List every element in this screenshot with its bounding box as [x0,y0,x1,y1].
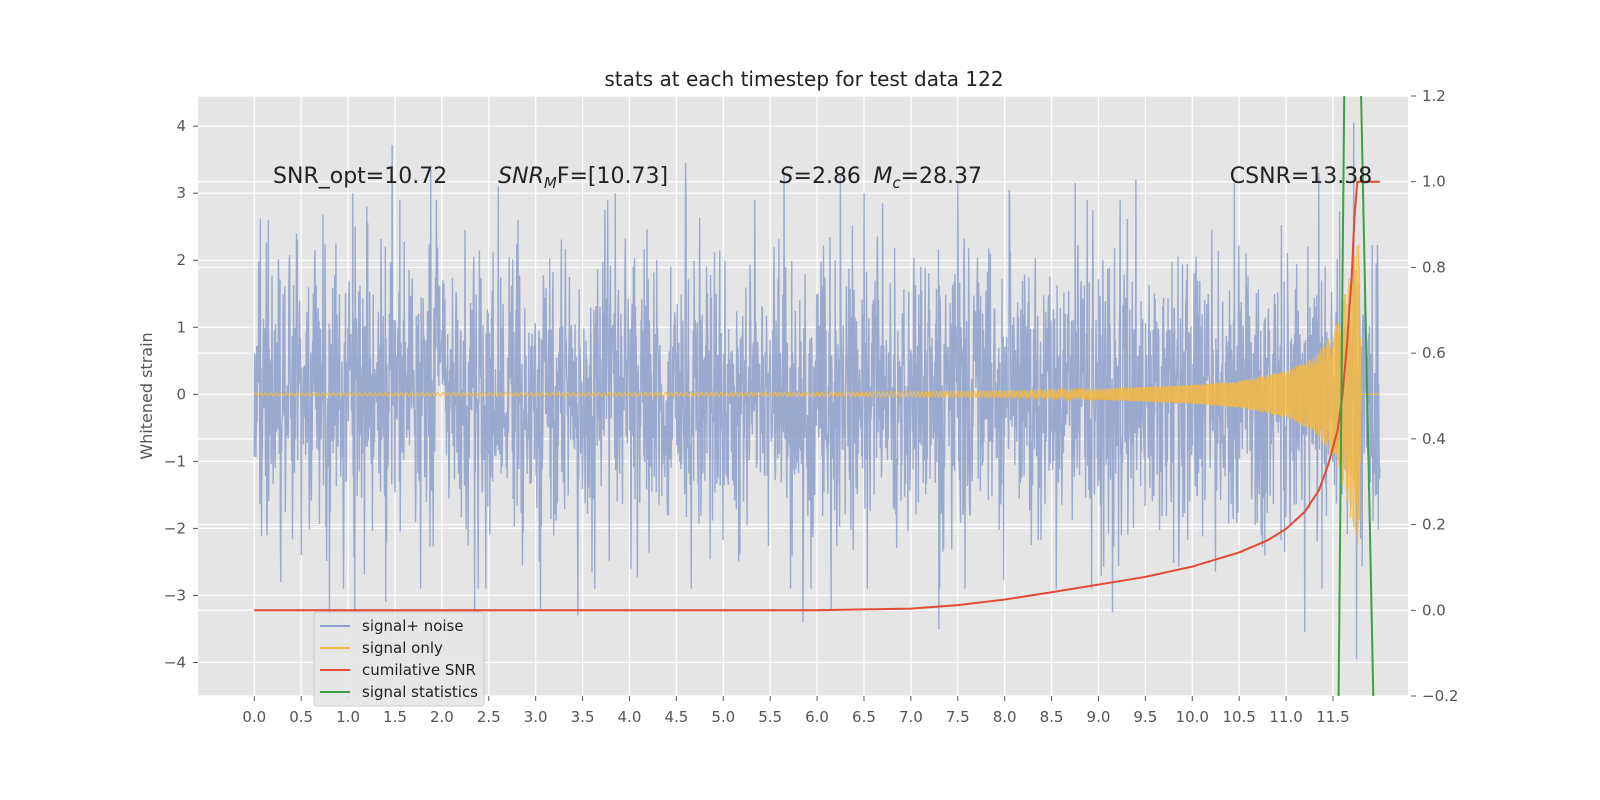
y-tick-label: −2 [164,519,186,537]
annotations: SNR_opt=10.72 SNRMF=[10.73] S=2.86 Mc=28.37… [273,164,1372,192]
chart-title: stats at each timestep for test data 122 [604,67,1003,91]
legend: signal+ noise signal only cumilative SNR si… [313,611,485,707]
legend-label: signal only [362,639,443,657]
x-tick-label: 4.0 [618,708,642,726]
y-tick-label: 0 [176,385,186,403]
data-layer [253,96,1381,696]
x-tick-label: 0.5 [289,708,313,726]
annotation: S=2.86 [780,164,861,189]
x-tick-label: 10.5 [1222,708,1255,726]
y2-tick-label: −0.2 [1422,687,1458,705]
y2-tick-label: 0.0 [1422,601,1446,619]
y2-tick-label: 0.6 [1422,344,1446,362]
annotation: CSNR=13.38 [1230,164,1372,189]
x-tick-label: 5.5 [758,708,782,726]
y-tick-label: 1 [176,318,186,336]
x-tick-label: 3.5 [571,708,595,726]
series-signal-noise-line [253,122,1381,660]
y2-tick-label: 1.0 [1422,173,1446,191]
series-signal-statistics-line [1337,96,1346,696]
series-cumulative-snr-line [254,180,1380,612]
legend-label: cumilative SNR [362,661,476,679]
x-tick-label: 8.5 [1040,708,1064,726]
annotation: Mc=28.37 [873,164,982,192]
x-tick-label: 10.0 [1176,708,1209,726]
annotation: SNRMF=[10.73] [498,164,668,192]
x-tick-label: 1.5 [383,708,407,726]
y-tick-label: −4 [164,653,186,671]
x-tick-label: 2.5 [477,708,501,726]
x-tick-label: 9.5 [1133,708,1157,726]
y-tick-label: 2 [176,251,186,269]
x-tick-label: 2.0 [430,708,454,726]
x-tick-label: 6.5 [852,708,876,726]
series-signal-only-line [253,244,1380,545]
y-tick-label: −3 [164,586,186,604]
y-tick-label: 3 [176,184,186,202]
y2-tick-label: 0.2 [1422,516,1446,534]
x-tick-label: 6.0 [805,708,829,726]
x-tick-label: 7.0 [899,708,923,726]
y-tick-label: 4 [176,117,186,135]
annotation: SNR_opt=10.72 [273,164,447,189]
legend-label: signal+ noise [362,617,464,635]
x-tick-label: 3.0 [524,708,548,726]
y-axis-label: Whitened strain [137,332,156,459]
ticks: 0.0 0.5 1.0 1.5 2.0 2.5 3.0 3.5 4.0 4.5 5.0 5.5 6.0 6… [164,87,1459,726]
x-tick-label: 0.0 [242,708,266,726]
x-tick-label: 11.5 [1316,708,1349,726]
legend-label: signal statistics [362,683,478,701]
y2-tick-label: 0.8 [1422,258,1446,276]
x-tick-label: 1.0 [336,708,360,726]
series-signal-statistics-line [1360,96,1375,696]
x-tick-label: 11.0 [1269,708,1302,726]
y2-tick-label: 1.2 [1422,87,1446,105]
legend-box [313,611,485,707]
y-tick-label: −1 [164,452,186,470]
y2-tick-label: 0.4 [1422,430,1446,448]
x-tick-label: 9.0 [1087,708,1111,726]
x-tick-label: 7.5 [946,708,970,726]
x-tick-label: 4.5 [664,708,688,726]
x-tick-label: 8.0 [993,708,1017,726]
x-tick-label: 5.0 [711,708,735,726]
